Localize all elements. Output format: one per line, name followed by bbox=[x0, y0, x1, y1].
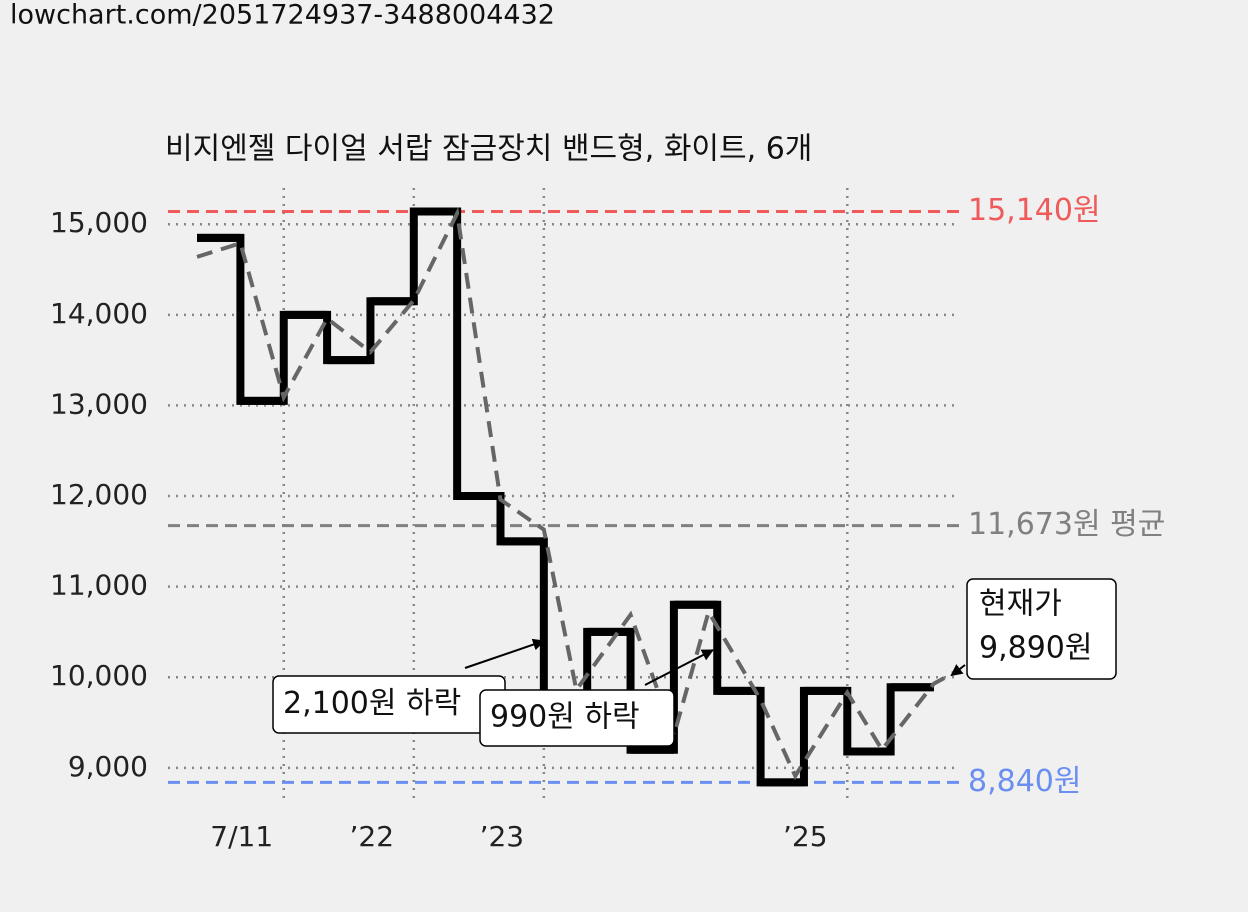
annotation-box bbox=[479, 689, 675, 747]
y-tick-label: 14,000 bbox=[50, 297, 148, 330]
x-tick-label: ’25 bbox=[783, 820, 828, 853]
header-url: lowchart.com/2051724937-3488004432 bbox=[10, 0, 555, 31]
reference-label: 11,673원 평균 bbox=[968, 507, 1165, 542]
annotation-text: 현재가 bbox=[979, 587, 1062, 622]
y-tick-label: 12,000 bbox=[50, 478, 148, 511]
annotation-box bbox=[966, 578, 1117, 680]
annotation-arrow bbox=[464, 638, 545, 669]
annotation-text: 990원 하락 bbox=[490, 700, 640, 735]
y-tick-label: 10,000 bbox=[50, 659, 148, 692]
y-tick-label: 11,000 bbox=[50, 569, 148, 602]
x-tick-label: 7/11 bbox=[210, 820, 273, 853]
reference-label: 8,840원 bbox=[968, 764, 1081, 799]
reference-label: 15,140원 bbox=[968, 193, 1101, 228]
y-tick-label: 13,000 bbox=[50, 387, 148, 420]
y-tick-label: 15,000 bbox=[50, 206, 148, 239]
annotation-text: 9,890원 bbox=[979, 631, 1092, 666]
y-tick-label: 9,000 bbox=[68, 750, 148, 783]
annotation-arrow bbox=[950, 664, 966, 677]
annotation-text: 2,100원 하락 bbox=[283, 686, 461, 721]
trend-line bbox=[196, 206, 957, 781]
x-tick-label: ’22 bbox=[350, 820, 395, 853]
x-tick-label: ’23 bbox=[480, 820, 525, 853]
chart-title: 비지엔젤 다이얼 서랍 잠금장치 밴드형, 화이트, 6개 bbox=[165, 132, 812, 167]
annotation-arrow bbox=[644, 649, 714, 686]
